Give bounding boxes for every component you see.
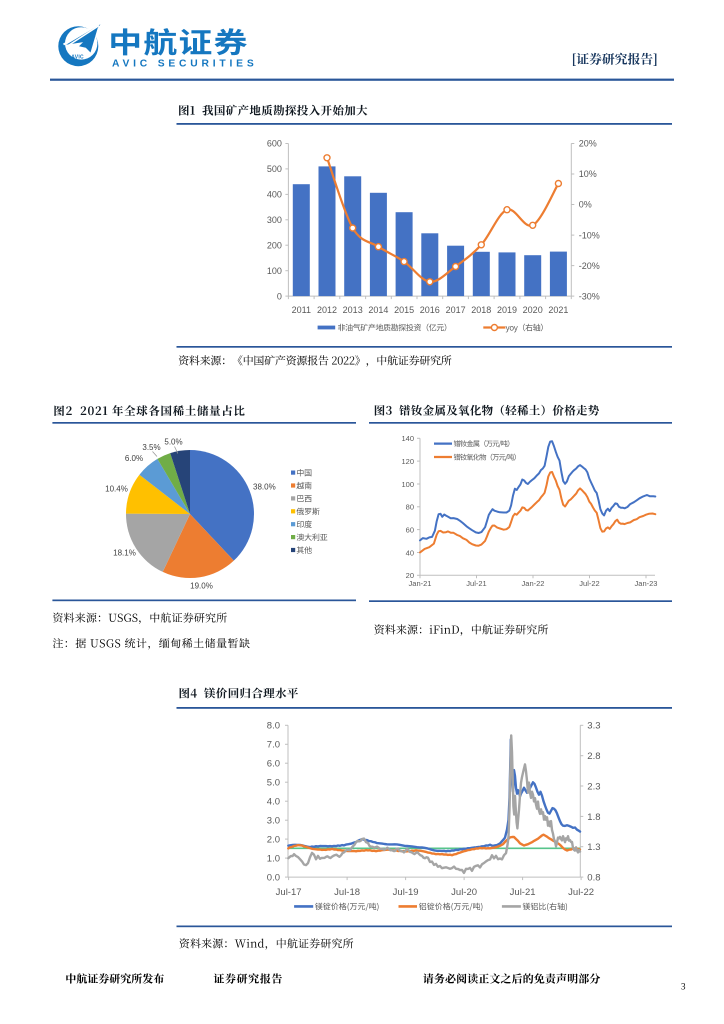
svg-text:AVIC: AVIC xyxy=(71,54,84,60)
svg-text:120: 120 xyxy=(401,457,414,466)
svg-text:0: 0 xyxy=(277,291,282,301)
svg-text:18.1%: 18.1% xyxy=(113,548,136,557)
svg-text:0.8: 0.8 xyxy=(587,873,600,884)
svg-text:1.3: 1.3 xyxy=(587,842,600,853)
svg-text:1.0: 1.0 xyxy=(267,854,280,865)
svg-text:2.0: 2.0 xyxy=(267,835,280,846)
svg-text:Jan-22: Jan-22 xyxy=(522,579,545,588)
svg-text:10.4%: 10.4% xyxy=(105,484,128,493)
svg-text:Jul-22: Jul-22 xyxy=(579,579,599,588)
svg-text:Jan-23: Jan-23 xyxy=(635,579,658,588)
svg-text:38.0%: 38.0% xyxy=(253,482,276,491)
svg-text:300: 300 xyxy=(267,215,282,225)
svg-text:100: 100 xyxy=(267,266,282,276)
svg-text:Jul-21: Jul-21 xyxy=(466,579,486,588)
svg-text:3.5%: 3.5% xyxy=(142,443,160,452)
svg-text:7.0: 7.0 xyxy=(267,740,280,751)
svg-text:2020: 2020 xyxy=(523,305,543,315)
svg-text:2017: 2017 xyxy=(446,305,466,315)
svg-text:4.0: 4.0 xyxy=(267,797,280,808)
svg-text:Jul-17: Jul-17 xyxy=(276,887,302,898)
svg-text:6.0%: 6.0% xyxy=(125,454,143,463)
svg-text:600: 600 xyxy=(267,139,282,149)
svg-text:19.0%: 19.0% xyxy=(190,582,213,591)
svg-text:2021: 2021 xyxy=(548,305,568,315)
svg-text:2015: 2015 xyxy=(394,305,414,315)
svg-text:400: 400 xyxy=(267,190,282,200)
svg-text:10%: 10% xyxy=(579,169,597,179)
svg-text:0.0: 0.0 xyxy=(267,873,280,884)
svg-text:5.0: 5.0 xyxy=(267,778,280,789)
svg-text:3: 3 xyxy=(681,982,686,992)
svg-text:Jul-21: Jul-21 xyxy=(510,887,536,898)
svg-text:Jul-22: Jul-22 xyxy=(568,887,594,898)
svg-text:-20%: -20% xyxy=(579,261,600,271)
svg-text:Jul-18: Jul-18 xyxy=(334,887,360,898)
svg-text:8.0: 8.0 xyxy=(267,721,280,732)
svg-text:2012: 2012 xyxy=(317,305,337,315)
svg-text:Jul-20: Jul-20 xyxy=(451,887,477,898)
svg-text:2013: 2013 xyxy=(343,305,363,315)
svg-text:100: 100 xyxy=(401,480,414,489)
svg-text:2011: 2011 xyxy=(292,305,311,315)
svg-text:3.0: 3.0 xyxy=(267,816,280,827)
svg-text:AVIC SECURITIES: AVIC SECURITIES xyxy=(112,59,258,70)
svg-text:3.3: 3.3 xyxy=(587,721,600,732)
svg-text:2018: 2018 xyxy=(471,305,491,315)
svg-text:60: 60 xyxy=(406,525,414,534)
svg-text:20%: 20% xyxy=(579,139,597,149)
svg-text:20: 20 xyxy=(406,571,414,580)
svg-text:200: 200 xyxy=(267,240,282,250)
svg-text:2.8: 2.8 xyxy=(587,751,600,762)
svg-text:6.0: 6.0 xyxy=(267,759,280,770)
svg-text:Jul-19: Jul-19 xyxy=(393,887,419,898)
svg-text:Jan-21: Jan-21 xyxy=(409,579,432,588)
svg-text:2.3: 2.3 xyxy=(587,781,600,792)
svg-text:-30%: -30% xyxy=(579,291,600,301)
svg-text:1.8: 1.8 xyxy=(587,812,600,823)
svg-text:140: 140 xyxy=(401,434,414,443)
svg-text:2019: 2019 xyxy=(497,305,517,315)
svg-text:0%: 0% xyxy=(579,200,592,210)
svg-text:500: 500 xyxy=(267,164,282,174)
svg-text:80: 80 xyxy=(406,503,414,512)
svg-text:5.0%: 5.0% xyxy=(164,438,182,447)
svg-text:40: 40 xyxy=(406,548,414,557)
svg-text:2016: 2016 xyxy=(420,305,440,315)
svg-text:2014: 2014 xyxy=(368,305,388,315)
svg-text:-10%: -10% xyxy=(579,230,600,240)
